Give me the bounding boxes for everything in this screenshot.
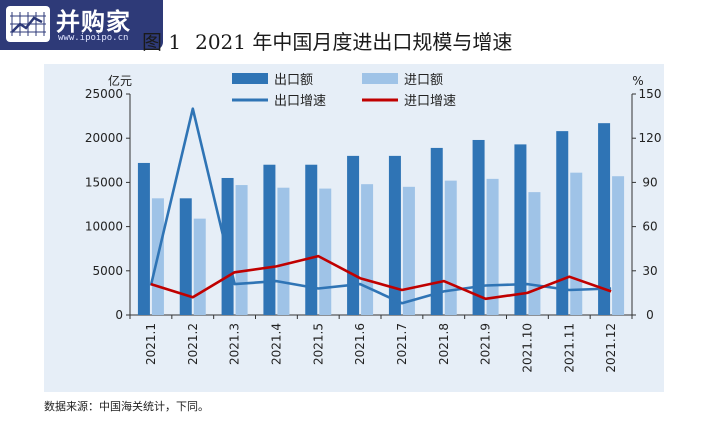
y-left-tick-label: 10000 bbox=[85, 220, 123, 234]
export-bar bbox=[305, 164, 318, 315]
y-left-tick-label: 15000 bbox=[85, 175, 123, 189]
export-bar bbox=[514, 144, 527, 315]
y-right-tick-label: 0 bbox=[646, 308, 654, 322]
export-bar bbox=[179, 198, 192, 315]
x-tick-label: 2021.1 bbox=[144, 323, 158, 365]
chart-logo-icon bbox=[6, 6, 50, 42]
import-bar bbox=[486, 178, 499, 315]
y-right-tick-label: 120 bbox=[639, 131, 662, 145]
watermark-url: www.ipoipo.cn bbox=[58, 33, 129, 43]
source-note: 数据来源：中国海关统计，下同。 bbox=[44, 400, 209, 413]
import-bar bbox=[193, 218, 206, 315]
chart-panel: 0 5000 10000 15000 20000 25000 0 30 60 90 120 150 亿元… bbox=[44, 64, 664, 392]
export-bar bbox=[472, 139, 485, 315]
x-tick-label: 2021.12 bbox=[604, 323, 618, 373]
import-bar bbox=[235, 185, 248, 315]
legend-export-value-label: 出口额 bbox=[274, 73, 313, 88]
legend-export-value-swatch bbox=[232, 73, 268, 84]
export-bar bbox=[556, 131, 569, 315]
y-right-tick-label: 30 bbox=[642, 264, 657, 278]
export-bar bbox=[347, 155, 360, 315]
y-left-tick-label: 5000 bbox=[92, 264, 123, 278]
trade-chart: 0 5000 10000 15000 20000 25000 0 30 60 90 120 150 亿元… bbox=[85, 73, 662, 373]
export-bar bbox=[598, 123, 611, 315]
legend-import-growth-label: 进口增速 bbox=[404, 94, 456, 109]
export-bar bbox=[263, 164, 276, 315]
figure-title-text: 2021 年中国月度进出口规模与增速 bbox=[195, 30, 513, 54]
import-bar bbox=[528, 192, 541, 315]
y-right-tick-label: 150 bbox=[639, 87, 662, 101]
x-tick-label: 2021.2 bbox=[186, 323, 200, 365]
watermark-banner: 并购家 www.ipoipo.cn bbox=[0, 0, 163, 50]
export-bar bbox=[221, 177, 234, 315]
x-tick-label: 2021.5 bbox=[311, 323, 325, 365]
import-bar bbox=[612, 176, 625, 315]
import-bar bbox=[402, 186, 415, 315]
export-growth-line bbox=[149, 107, 612, 305]
import-bar bbox=[361, 184, 374, 315]
import-bar bbox=[570, 172, 583, 315]
export-bar bbox=[430, 147, 443, 315]
y-right-tick-label: 90 bbox=[642, 175, 657, 189]
y-right-unit: % bbox=[632, 74, 643, 88]
y-left-tick-label: 20000 bbox=[85, 131, 123, 145]
export-bar bbox=[388, 155, 401, 315]
y-left-tick-label: 0 bbox=[115, 308, 123, 322]
y-left-unit: 亿元 bbox=[108, 73, 132, 88]
x-tick-label: 2021.11 bbox=[562, 323, 576, 373]
import-bar bbox=[319, 188, 332, 315]
legend-export-growth-label: 出口增速 bbox=[274, 94, 326, 109]
x-tick-label: 2021.7 bbox=[395, 323, 409, 365]
import-bar bbox=[444, 180, 457, 315]
export-bar bbox=[137, 162, 150, 315]
y-left-tick-label: 25000 bbox=[85, 87, 123, 101]
x-tick-label: 2021.9 bbox=[479, 323, 493, 365]
x-tick-label: 2021.8 bbox=[437, 323, 451, 365]
figure-number: 图 1 bbox=[142, 30, 182, 54]
x-tick-label: 2021.3 bbox=[228, 323, 242, 365]
import-bar bbox=[277, 187, 290, 315]
legend-import-value-label: 进口额 bbox=[404, 73, 443, 88]
x-tick-label: 2021.6 bbox=[353, 323, 367, 365]
watermark-brand: 并购家 bbox=[56, 8, 131, 36]
import-growth-line bbox=[150, 254, 612, 301]
x-tick-label: 2021.4 bbox=[269, 323, 283, 365]
figure-title: 图 1 2021 年中国月度进出口规模与增速 bbox=[142, 26, 512, 55]
legend-import-value-swatch bbox=[362, 73, 398, 84]
x-tick-label: 2021.10 bbox=[520, 323, 534, 373]
y-right-tick-label: 60 bbox=[642, 220, 657, 234]
